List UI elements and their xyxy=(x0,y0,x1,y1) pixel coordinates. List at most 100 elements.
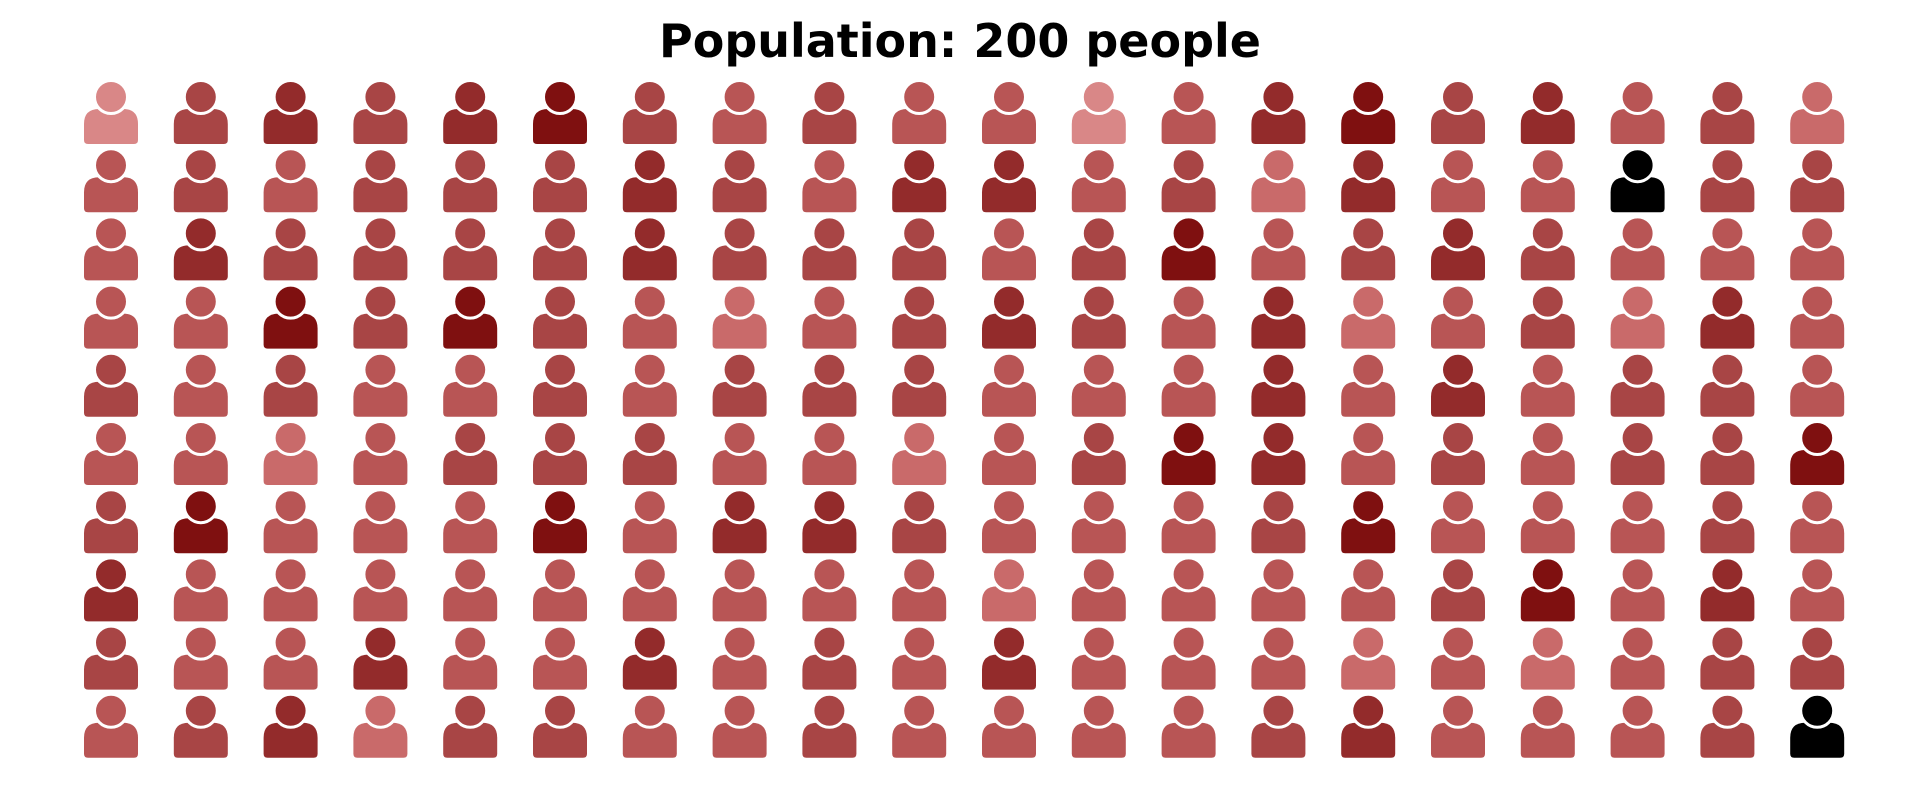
person-icon xyxy=(622,215,677,281)
person-icon xyxy=(84,283,138,349)
person-icon xyxy=(1520,556,1575,622)
person-icon xyxy=(1161,488,1216,554)
person-icon xyxy=(1071,283,1126,349)
person-icon xyxy=(1251,147,1306,213)
person-icon xyxy=(982,488,1036,554)
person-icon xyxy=(892,215,947,281)
person-icon xyxy=(1431,624,1485,690)
person-icon xyxy=(1071,692,1126,758)
person-icon xyxy=(1071,420,1126,485)
person-icon xyxy=(622,79,677,144)
person-icon xyxy=(173,147,228,213)
person-icon xyxy=(443,147,498,213)
person-icon xyxy=(1251,215,1306,281)
person-icon xyxy=(84,624,138,690)
person-icon xyxy=(1431,420,1485,485)
person-icon xyxy=(982,556,1036,622)
person-icon xyxy=(802,624,857,690)
person-icon xyxy=(982,420,1036,485)
person-icon xyxy=(802,351,857,417)
person-icon xyxy=(1071,624,1126,690)
person-icon xyxy=(1431,351,1485,417)
person-icon xyxy=(263,79,318,144)
person-icon xyxy=(1161,692,1216,758)
person-icon xyxy=(263,556,318,622)
person-icon xyxy=(1251,283,1306,349)
person-icon xyxy=(892,283,947,349)
person-icon xyxy=(1251,351,1306,417)
person-icon xyxy=(622,420,677,485)
person-icon xyxy=(1431,79,1485,144)
person-icon xyxy=(533,79,587,144)
person-icon xyxy=(802,692,857,758)
person-icon xyxy=(802,215,857,281)
person-icon xyxy=(353,692,408,758)
person-icon xyxy=(1251,692,1306,758)
person-icon xyxy=(1431,215,1485,281)
person-icon xyxy=(353,351,408,417)
person-icon xyxy=(443,556,498,622)
person-icon xyxy=(892,351,947,417)
person-icon xyxy=(892,147,947,213)
person-icon xyxy=(712,488,767,554)
person-icon xyxy=(1431,556,1485,622)
person-icon xyxy=(1071,79,1126,144)
person-icon xyxy=(1790,283,1845,349)
person-icon xyxy=(1071,556,1126,622)
person-icon xyxy=(892,692,947,758)
person-icon xyxy=(1790,420,1845,485)
person-icon xyxy=(353,147,408,213)
person-icon xyxy=(1341,488,1396,554)
person-icon xyxy=(1790,624,1845,690)
person-icon xyxy=(1790,692,1845,758)
person-icon xyxy=(892,488,947,554)
person-icon xyxy=(1610,215,1665,281)
person-icon xyxy=(1520,488,1575,554)
person-icon xyxy=(84,215,138,281)
person-icon xyxy=(622,283,677,349)
person-icon xyxy=(802,556,857,622)
person-icon xyxy=(1610,692,1665,758)
person-icon xyxy=(982,351,1036,417)
person-icon xyxy=(1341,420,1396,485)
person-icon xyxy=(533,215,587,281)
person-icon xyxy=(982,79,1036,144)
person-icon xyxy=(263,692,318,758)
person-icon xyxy=(1341,283,1396,349)
person-icon xyxy=(1161,420,1216,485)
person-icon xyxy=(802,283,857,349)
person-icon xyxy=(353,488,408,554)
person-icon xyxy=(982,283,1036,349)
person-icon xyxy=(802,79,857,144)
person-icon xyxy=(1161,215,1216,281)
person-icon xyxy=(622,624,677,690)
person-icon xyxy=(1520,79,1575,144)
person-icon xyxy=(1610,488,1665,554)
person-icon xyxy=(1071,488,1126,554)
person-icon xyxy=(443,488,498,554)
person-icon xyxy=(982,147,1036,213)
person-icon xyxy=(712,215,767,281)
person-icon xyxy=(173,215,228,281)
person-icon xyxy=(1251,556,1306,622)
person-icon xyxy=(173,351,228,417)
person-icon xyxy=(1700,147,1755,213)
person-icon xyxy=(982,215,1036,281)
person-icon xyxy=(622,488,677,554)
person-icon xyxy=(1431,488,1485,554)
person-icon xyxy=(263,488,318,554)
person-icon xyxy=(622,692,677,758)
person-icon xyxy=(1610,624,1665,690)
person-icon xyxy=(892,420,947,485)
person-icon xyxy=(1700,624,1755,690)
person-icon xyxy=(1700,420,1755,485)
person-icon xyxy=(443,351,498,417)
person-icon xyxy=(533,351,587,417)
person-icon xyxy=(1161,624,1216,690)
person-icon xyxy=(443,283,498,349)
person-icon xyxy=(353,215,408,281)
person-icon xyxy=(1700,351,1755,417)
person-icon xyxy=(712,283,767,349)
person-icon xyxy=(1790,79,1845,144)
person-icon xyxy=(84,692,138,758)
